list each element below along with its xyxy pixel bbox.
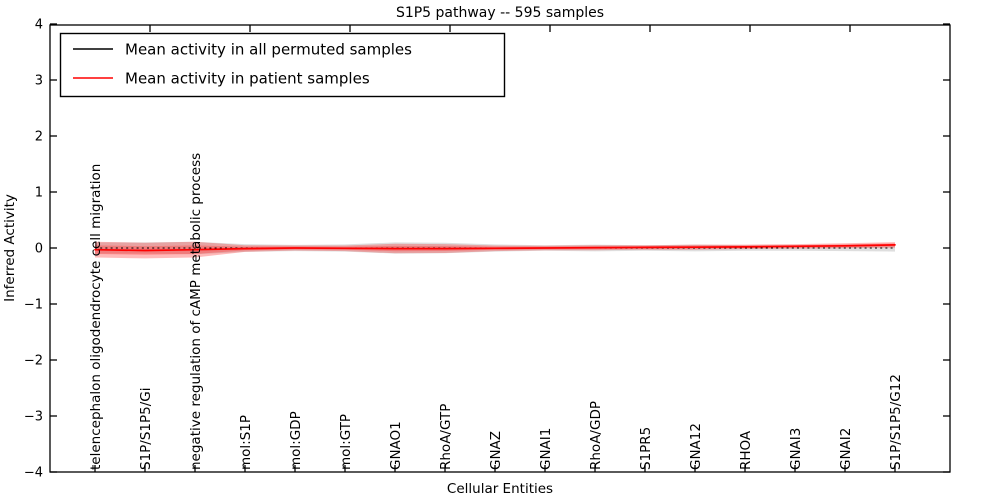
- x-category-label: S1PR5: [638, 427, 654, 470]
- x-axis-label: Cellular Entities: [447, 481, 553, 497]
- y-tick-label: 1: [35, 186, 43, 201]
- x-category-label: GNA12: [688, 423, 704, 470]
- legend: Mean activity in all permuted samples Me…: [59, 32, 506, 98]
- legend-label-permuted: Mean activity in all permuted samples: [125, 40, 412, 58]
- plot-frame: [49, 24, 951, 473]
- y-tick-label: 3: [35, 74, 43, 89]
- y-tick-label: −2: [24, 354, 43, 369]
- y-tick-label: 0: [35, 242, 43, 257]
- y-tick-label: 2: [35, 130, 43, 145]
- x-category-label: GNAI3: [788, 428, 804, 470]
- x-category-label: S1P/S1P5/G12: [888, 374, 904, 470]
- x-category-label: mol:GTP: [338, 414, 354, 470]
- patient-band-outer: [95, 241, 895, 259]
- x-category-label: GNAO1: [388, 421, 404, 470]
- x-category-label: RhoA/GDP: [588, 401, 604, 470]
- y-tick-labels: 4 3 2 1 0 −1 −2 −3 −4: [24, 18, 43, 481]
- x-category-label: S1P/S1P5/Gi: [138, 388, 154, 471]
- x-category-label: mol:S1P: [238, 415, 254, 470]
- x-category-labels: telencephalon oligodendrocyte cell migra…: [88, 153, 904, 470]
- x-category-label: RHOA: [738, 430, 754, 470]
- legend-box: [59, 32, 506, 98]
- chart-title: S1P5 pathway -- 595 samples: [396, 5, 604, 21]
- patient-mean-line: [94, 244, 896, 252]
- axis-ticks: [50, 23, 950, 473]
- y-axis-label: Inferred Activity: [2, 194, 18, 302]
- x-category-label: GNAZ: [488, 431, 504, 470]
- series-lines: [94, 244, 896, 252]
- legend-label-patient: Mean activity in patient samples: [125, 69, 370, 87]
- x-category-label: GNAI2: [838, 428, 854, 470]
- x-category-label: telencephalon oligodendrocyte cell migra…: [88, 164, 104, 470]
- y-tick-label: −1: [24, 298, 43, 313]
- x-category-label: GNAI1: [538, 428, 554, 470]
- y-tick-label: −4: [24, 466, 43, 481]
- y-tick-label: −3: [24, 410, 43, 425]
- x-category-label: negative regulation of cAMP metabolic pr…: [188, 153, 204, 470]
- x-category-label: RhoA/GTP: [438, 404, 454, 470]
- y-tick-label: 4: [35, 18, 43, 33]
- x-category-label: mol:GDP: [288, 411, 304, 470]
